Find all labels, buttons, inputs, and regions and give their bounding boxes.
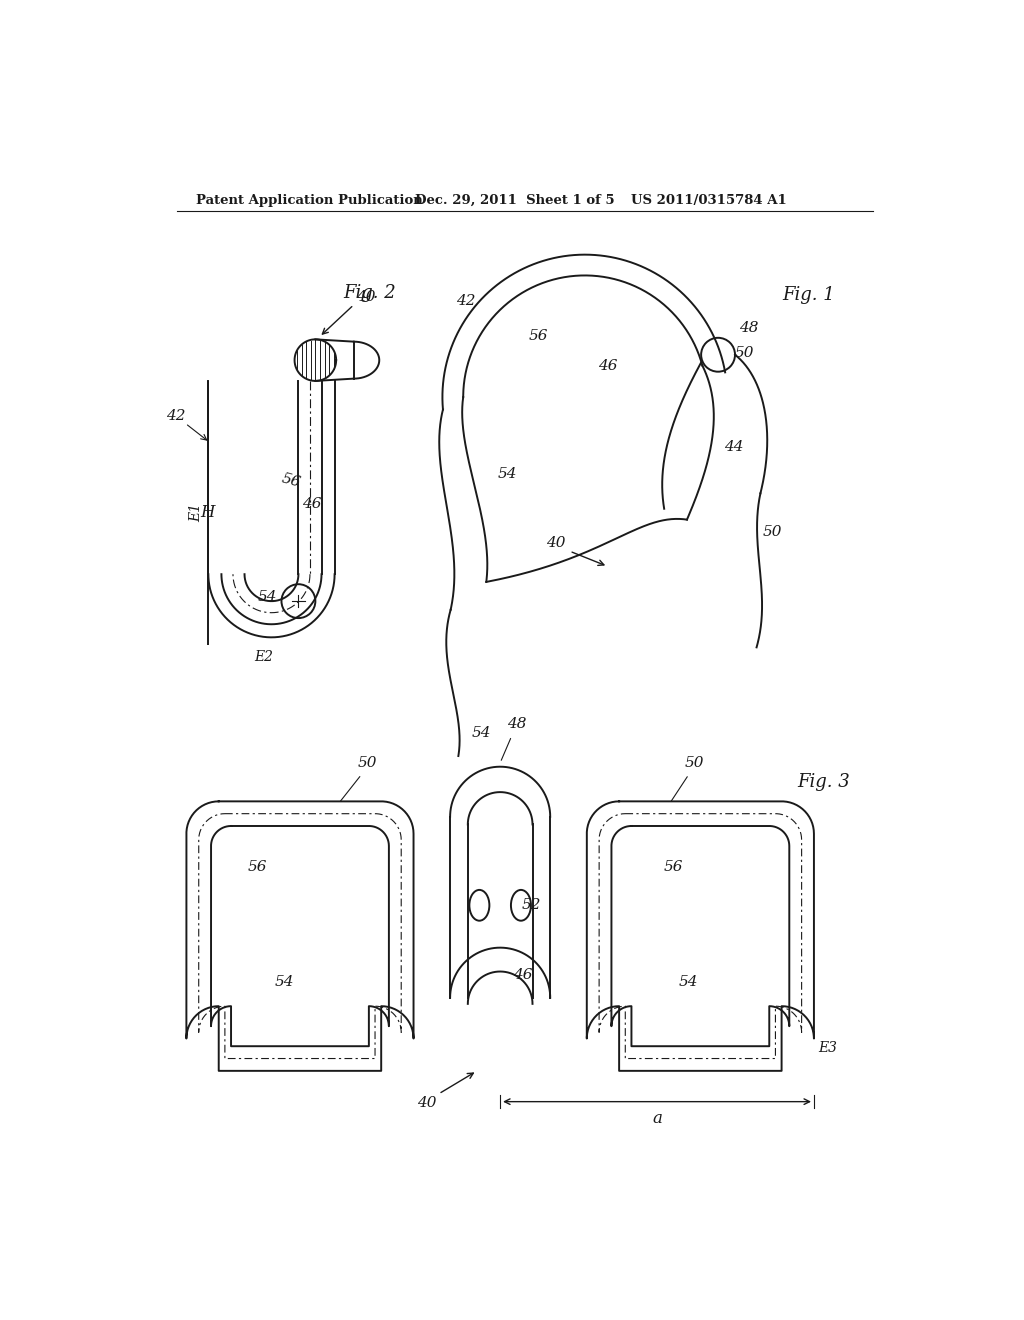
Text: US 2011/0315784 A1: US 2011/0315784 A1 bbox=[631, 194, 786, 207]
Text: 56: 56 bbox=[529, 329, 549, 342]
Text: 54: 54 bbox=[274, 975, 294, 989]
Text: Fig. 2: Fig. 2 bbox=[343, 284, 395, 302]
Text: 56: 56 bbox=[280, 471, 302, 490]
Text: a: a bbox=[652, 1110, 662, 1127]
Text: 56: 56 bbox=[664, 859, 683, 874]
Text: H: H bbox=[201, 504, 215, 521]
Text: 52: 52 bbox=[521, 899, 541, 912]
Text: Patent Application Publication: Patent Application Publication bbox=[196, 194, 423, 207]
Text: 48: 48 bbox=[507, 717, 527, 731]
Text: 42: 42 bbox=[166, 409, 185, 422]
Text: 40: 40 bbox=[355, 290, 375, 304]
Text: 50: 50 bbox=[357, 756, 377, 770]
Text: 46: 46 bbox=[513, 968, 534, 982]
Text: 54: 54 bbox=[679, 975, 698, 989]
Text: Fig. 3: Fig. 3 bbox=[798, 774, 850, 791]
Text: 50: 50 bbox=[684, 756, 703, 770]
Text: 42: 42 bbox=[456, 294, 475, 308]
Text: 48: 48 bbox=[739, 321, 759, 335]
Text: 40: 40 bbox=[546, 536, 565, 550]
Text: 54: 54 bbox=[472, 726, 492, 741]
Text: E1: E1 bbox=[189, 503, 203, 523]
Text: Dec. 29, 2011  Sheet 1 of 5: Dec. 29, 2011 Sheet 1 of 5 bbox=[416, 194, 615, 207]
Text: 54: 54 bbox=[498, 467, 517, 480]
Text: 46: 46 bbox=[302, 498, 322, 511]
Text: 50: 50 bbox=[734, 346, 754, 360]
Text: E2: E2 bbox=[254, 649, 273, 664]
Text: 40: 40 bbox=[417, 1096, 437, 1110]
Text: 56: 56 bbox=[248, 859, 267, 874]
Text: 54: 54 bbox=[258, 590, 278, 605]
Text: 44: 44 bbox=[724, 440, 743, 454]
Text: 46: 46 bbox=[598, 359, 617, 374]
Text: Fig. 1: Fig. 1 bbox=[781, 286, 835, 305]
Text: E3: E3 bbox=[818, 1040, 838, 1055]
Text: 50: 50 bbox=[762, 525, 781, 539]
